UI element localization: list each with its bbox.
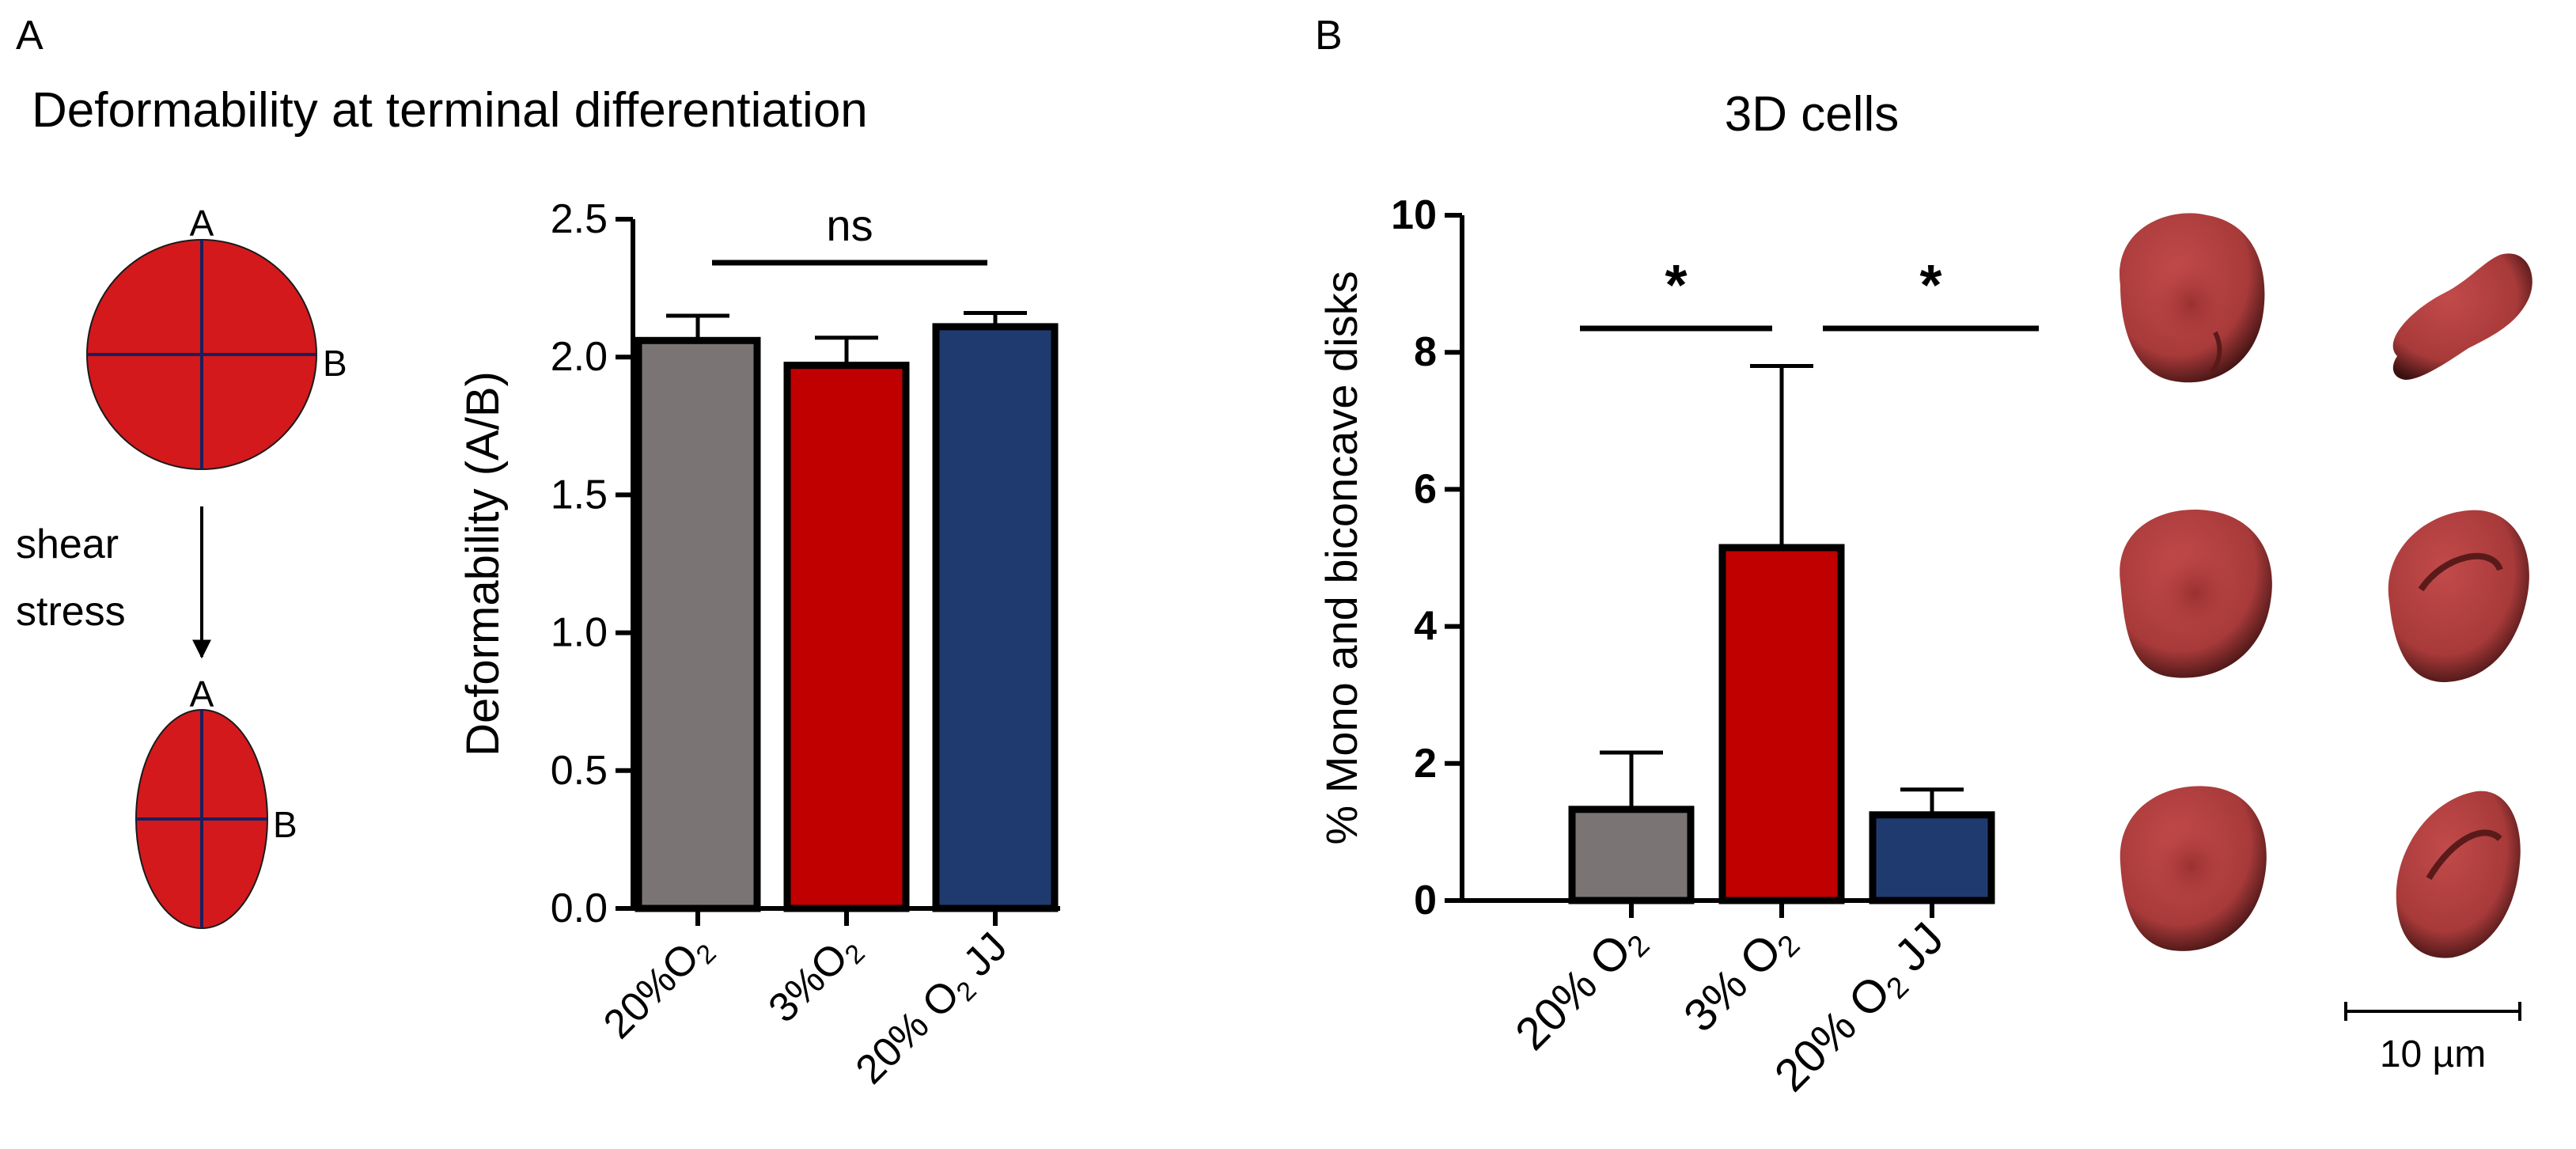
significance-label: * [1919, 254, 1941, 317]
scale-bar-label: 10 µm [2380, 1033, 2486, 1075]
schematic-deformed-cell [135, 709, 268, 929]
cell-render-r1-c1 [2120, 213, 2265, 383]
y-tick-label: 0.0 [551, 885, 608, 931]
biconcave-disks-chart: 0 2 4 6 8 10 % Mono and biconcave disks 20% O2 3… [1316, 192, 2039, 1102]
cell-render-r2-c1 [2120, 510, 2272, 678]
y-axis-label: % Mono and biconcave disks [1316, 271, 1366, 844]
deformability-chart: 0.0 0.5 1.0 1.5 2.0 2.5 Deformability (A/B) 20%… [457, 196, 1060, 1096]
arrow-label-line2: stress [16, 589, 126, 635]
y-tick-label: 6 [1414, 466, 1437, 512]
y-tick-label: 2.5 [551, 196, 608, 242]
schematic-top-label-a: A [190, 203, 214, 244]
schematic-bottom-label-b: B [273, 804, 297, 845]
x-category-label: 20% O2 [1506, 912, 1656, 1063]
y-tick-label: 0.5 [551, 748, 608, 794]
cell-render-r2-c2 [2388, 510, 2529, 682]
schematic-undeformed-cell [86, 239, 317, 470]
bar [783, 362, 910, 912]
panel-a-letter: A [16, 13, 44, 59]
bar [1718, 544, 1845, 904]
bar [1869, 811, 1995, 904]
y-tick-label: 1.0 [551, 610, 608, 656]
x-category-label: 20%O2 [595, 923, 722, 1051]
y-tick-label: 2.0 [551, 334, 608, 380]
panel-a-title: Deformability at terminal differentiatio… [32, 83, 868, 138]
y-tick-label: 4 [1414, 604, 1437, 650]
cell-render-r1-c2 [2392, 253, 2532, 380]
schematic-top-label-b: B [323, 343, 347, 384]
x-category-label: 3% O2 [1674, 912, 1806, 1045]
cell-render-r3-c1 [2120, 786, 2267, 951]
y-tick-label: 1.5 [551, 472, 608, 518]
y-tick-label: 10 [1391, 192, 1437, 238]
panel-b-title: 3D cells [1725, 87, 1900, 142]
bar [1568, 806, 1695, 904]
scale-bar [2344, 1002, 2521, 1021]
y-axis-label: Deformability (A/B) [457, 371, 509, 757]
arrow-label-line1: shear [16, 521, 119, 567]
cell-render-r3-c2 [2396, 791, 2521, 958]
schematic-bottom-label-a: A [190, 673, 214, 715]
significance-label: * [1665, 254, 1687, 317]
y-tick-label: 8 [1414, 329, 1437, 375]
significance-label: ns [826, 200, 873, 250]
x-category-label: 3%O2 [760, 923, 870, 1034]
x-category-label: 20% O2 JJ [847, 923, 1020, 1096]
y-tick-label: 2 [1414, 741, 1437, 787]
panel-b-letter: B [1315, 13, 1343, 59]
y-tick-label: 0 [1414, 878, 1437, 923]
bar [932, 323, 1059, 912]
cell-render-images [2120, 213, 2532, 958]
bar [635, 336, 761, 912]
